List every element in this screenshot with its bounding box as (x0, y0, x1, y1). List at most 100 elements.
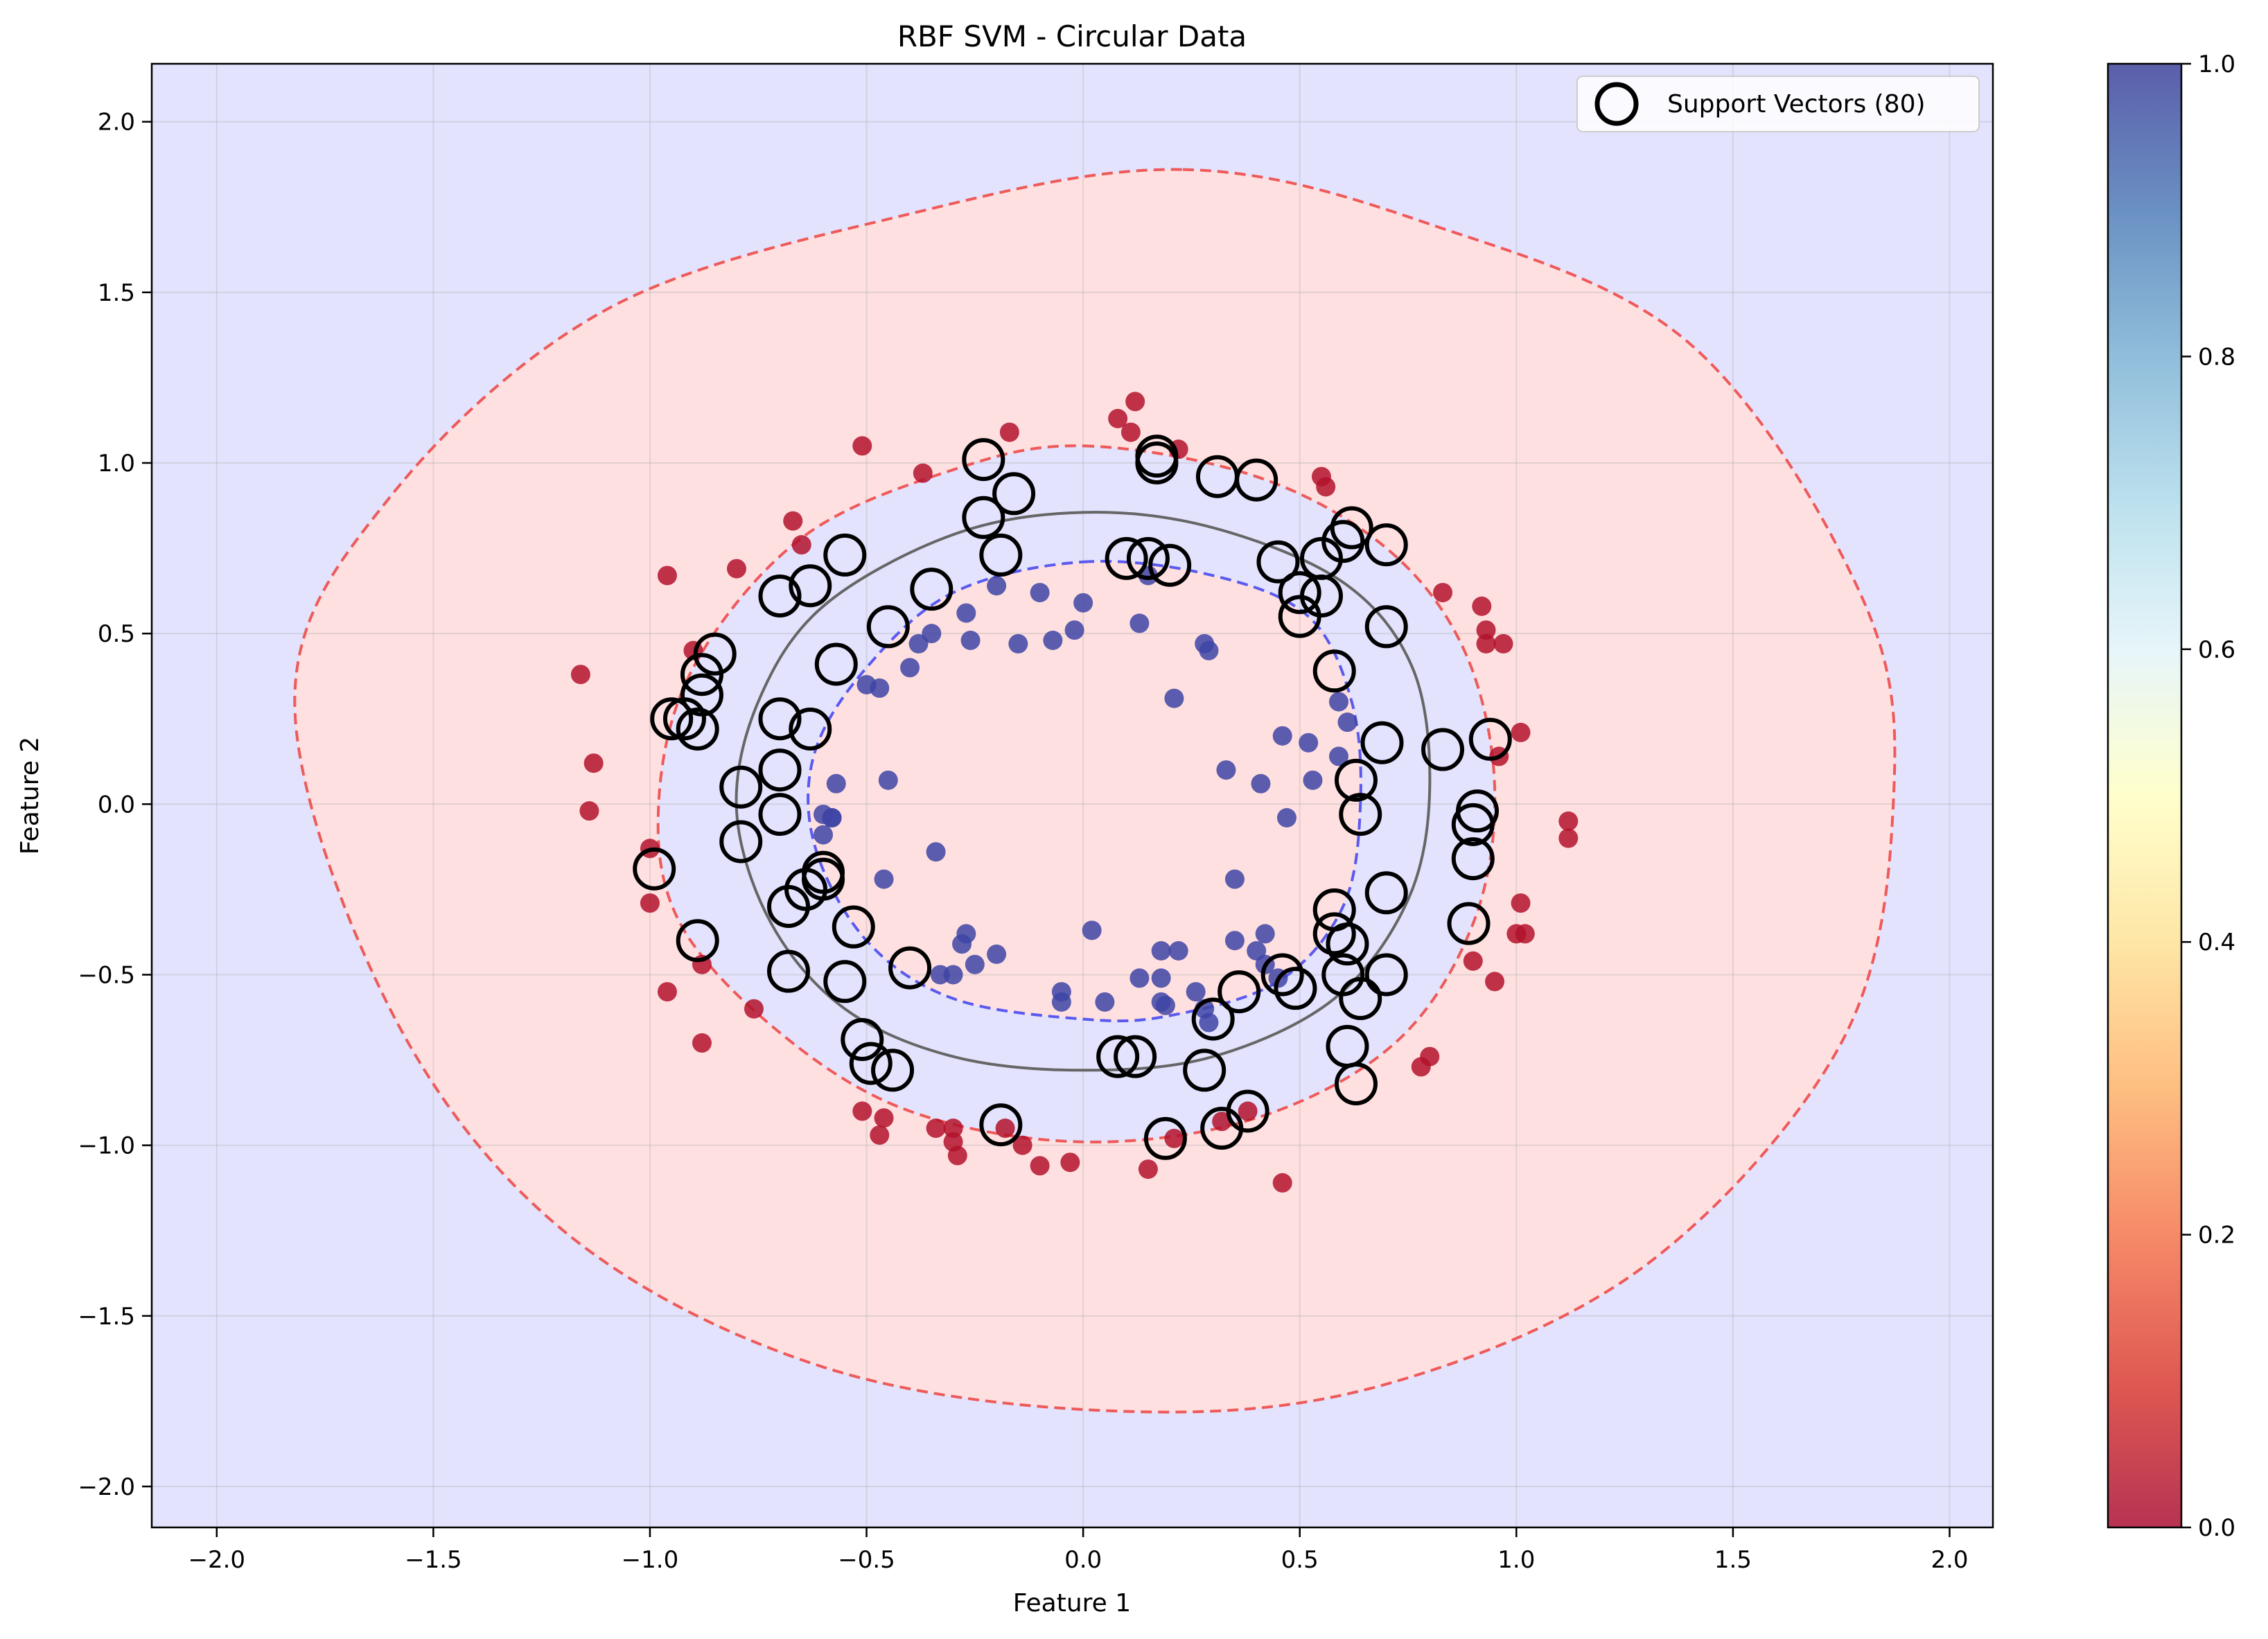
y-tick-label: −1.5 (78, 1303, 135, 1331)
point-class-1 (952, 934, 972, 954)
point-class-0 (1000, 423, 1019, 442)
point-class-0 (874, 1108, 894, 1128)
point-class-1 (1337, 712, 1357, 732)
y-tick-label: −2.0 (78, 1473, 135, 1501)
point-class-1 (1216, 760, 1236, 780)
point-class-1 (857, 675, 877, 694)
point-class-1 (1008, 634, 1028, 654)
point-class-0 (658, 566, 677, 585)
point-class-0 (1139, 1159, 1158, 1179)
colorbar-tick-label: 1.0 (2198, 51, 2235, 78)
point-class-0 (1511, 723, 1531, 742)
point-class-0 (944, 1132, 963, 1152)
x-tick-label: 1.5 (1714, 1546, 1752, 1574)
point-class-0 (1238, 1101, 1258, 1121)
point-class-1 (1082, 920, 1102, 940)
legend-label: Support Vectors (80) (1667, 90, 1926, 119)
point-class-0 (1463, 952, 1483, 971)
point-class-0 (852, 1101, 872, 1121)
point-class-0 (744, 999, 764, 1019)
point-class-0 (996, 1119, 1015, 1138)
point-class-1 (961, 631, 981, 650)
colorbar-tick-label: 0.0 (2198, 1514, 2235, 1542)
point-class-1 (1256, 924, 1275, 943)
point-class-0 (658, 982, 677, 1001)
chart-title: RBF SVM - Circular Data (897, 19, 1247, 53)
y-axis-ticks: 2.0 1.5 1.0 0.5 0.0 −0.5 −1.0 −1.5 −2.0 (78, 109, 152, 1501)
x-tick-label: −1.5 (405, 1546, 462, 1574)
point-class-0 (792, 535, 811, 554)
point-class-0 (1273, 1173, 1292, 1193)
legend: Support Vectors (80) (1577, 76, 1979, 132)
point-class-1 (926, 842, 946, 861)
point-class-1 (987, 576, 1006, 595)
point-class-0 (1121, 423, 1141, 442)
colorbar-gradient (2108, 64, 2181, 1527)
x-axis-ticks: −2.0 −1.5 −1.0 −0.5 0.0 0.5 1.0 1.5 2.0 (188, 1527, 1968, 1574)
point-class-1 (874, 870, 894, 889)
point-class-0 (571, 665, 590, 684)
y-tick-label: 0.5 (98, 620, 135, 648)
x-tick-label: −1.0 (622, 1546, 679, 1574)
point-class-1 (823, 808, 842, 827)
point-class-0 (1511, 893, 1531, 913)
point-class-0 (1477, 634, 1496, 654)
point-class-1 (900, 658, 920, 677)
point-class-1 (965, 955, 985, 974)
point-class-1 (1273, 726, 1292, 746)
point-class-0 (852, 436, 872, 455)
point-class-0 (727, 559, 746, 579)
point-class-0 (913, 464, 933, 483)
y-tick-label: 1.5 (98, 279, 135, 307)
point-class-1 (1329, 692, 1348, 712)
point-class-1 (1065, 620, 1084, 640)
point-class-0 (783, 511, 802, 531)
point-class-1 (987, 945, 1006, 964)
point-class-0 (1060, 1152, 1080, 1172)
point-class-0 (640, 893, 660, 913)
x-axis-label: Feature 1 (1013, 1589, 1131, 1618)
y-tick-label: 0.0 (98, 791, 135, 818)
colorbar: 0.00.20.40.60.81.0 (2108, 51, 2235, 1542)
point-class-1 (944, 965, 963, 984)
point-class-1 (1129, 613, 1149, 633)
point-class-1 (1169, 941, 1188, 961)
y-tick-label: −0.5 (78, 961, 135, 989)
y-axis-label: Feature 2 (16, 737, 44, 854)
point-class-1 (1303, 771, 1322, 790)
point-class-0 (1164, 1129, 1184, 1148)
x-tick-label: 0.5 (1281, 1546, 1319, 1574)
point-class-0 (1515, 924, 1535, 943)
point-class-1 (956, 604, 976, 623)
point-class-0 (1030, 1156, 1050, 1175)
point-class-0 (926, 1119, 946, 1138)
x-tick-label: 1.0 (1497, 1546, 1535, 1574)
y-tick-label: 1.0 (98, 450, 135, 477)
point-class-0 (692, 1033, 712, 1053)
point-class-1 (814, 825, 833, 845)
point-class-0 (579, 801, 599, 821)
colorbar-ticks: 0.0 0.2 0.4 0.6 0.8 1.0 (2181, 51, 2235, 1542)
point-class-0 (1412, 1057, 1431, 1076)
colorbar-tick-label: 0.6 (2198, 636, 2235, 664)
point-class-1 (1225, 931, 1245, 950)
y-tick-label: −1.0 (78, 1132, 135, 1160)
x-tick-label: 2.0 (1931, 1546, 1968, 1574)
x-tick-label: 0.0 (1064, 1546, 1102, 1574)
point-class-0 (870, 1125, 889, 1145)
point-class-0 (1472, 597, 1491, 616)
point-class-1 (1251, 774, 1270, 794)
point-class-1 (1199, 641, 1218, 660)
point-class-1 (922, 624, 941, 643)
point-class-1 (1277, 808, 1296, 827)
point-class-0 (1316, 477, 1335, 496)
point-class-0 (1433, 583, 1452, 602)
point-class-1 (1095, 992, 1114, 1012)
point-class-0 (1558, 829, 1578, 848)
point-class-1 (1052, 992, 1071, 1012)
point-class-1 (879, 771, 898, 790)
colorbar-tick-label: 0.2 (2198, 1222, 2235, 1250)
x-tick-label: −2.0 (188, 1546, 245, 1574)
point-class-0 (1125, 392, 1145, 411)
